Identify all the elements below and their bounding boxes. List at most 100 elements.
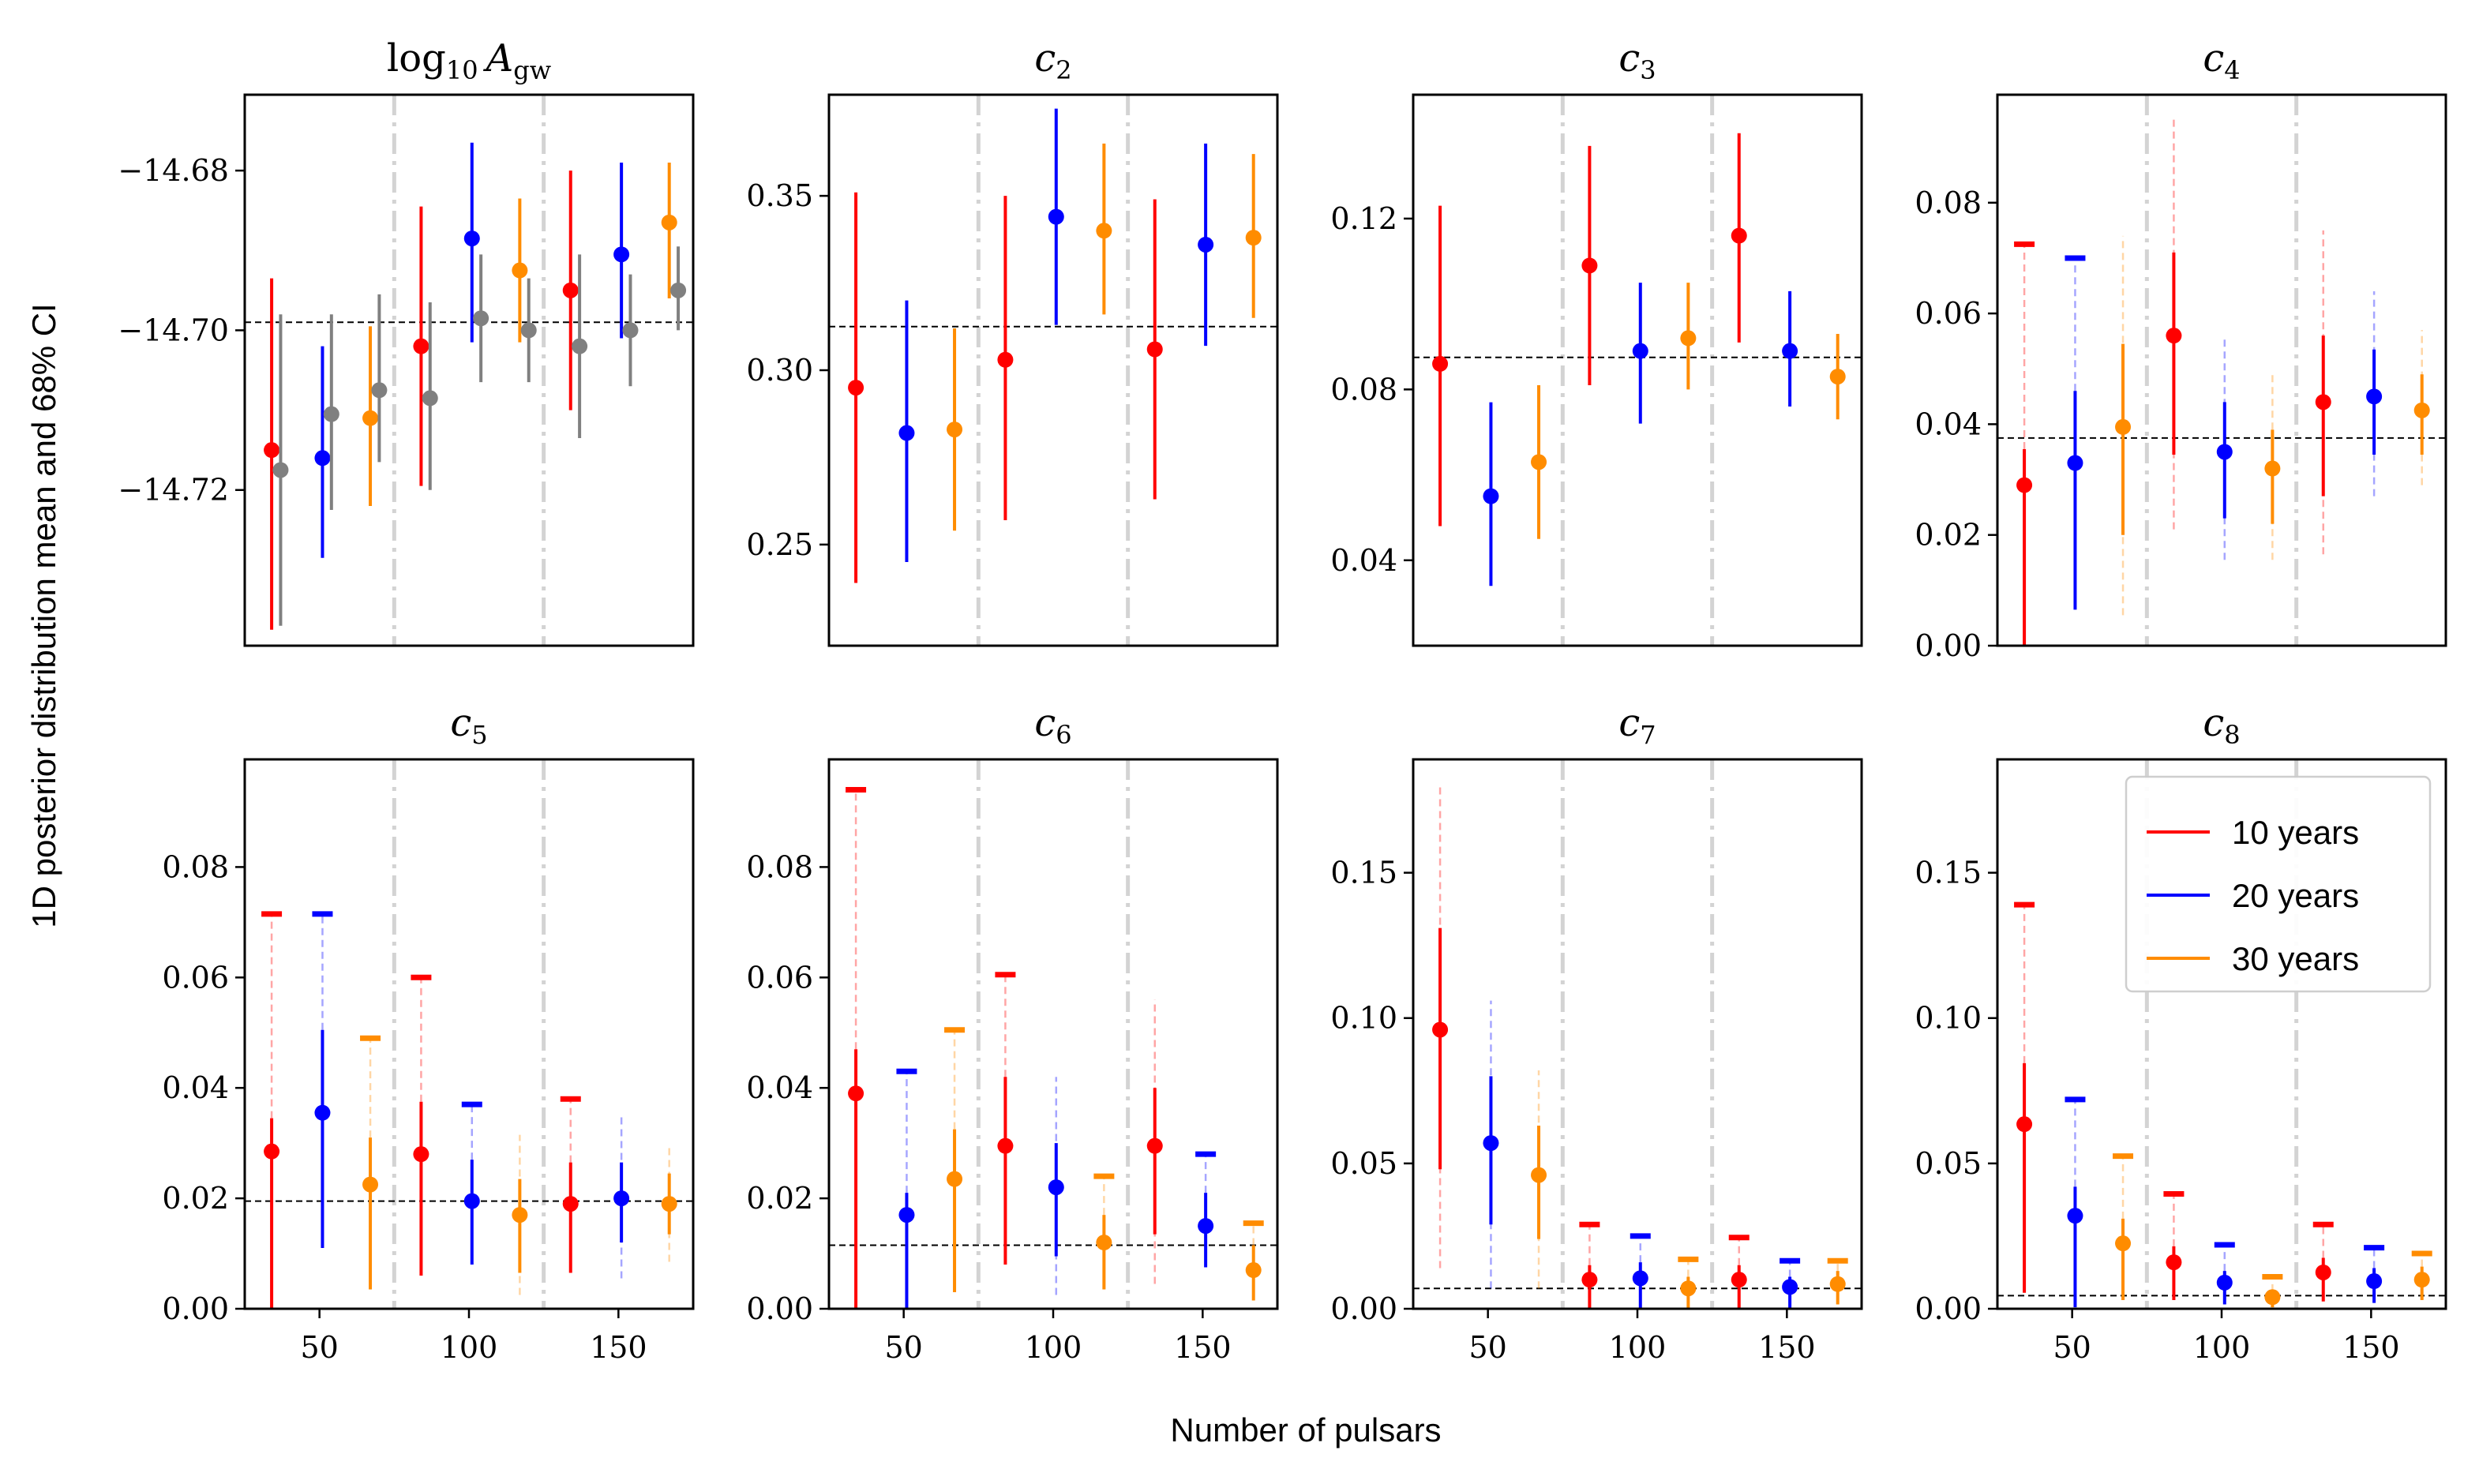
- data-point: [898, 425, 915, 441]
- data-point-group: [2364, 1245, 2385, 1303]
- data-point-group: [463, 142, 480, 343]
- data-point-group: [2065, 1096, 2086, 1308]
- panel-log10_Agw: −14.72 −14.70 −14.68 log10 Agw: [118, 36, 695, 647]
- data-point-group: [560, 1096, 581, 1273]
- y-tick-label: 0.08: [746, 849, 813, 884]
- y-tick-label: 0.08: [1330, 372, 1397, 407]
- data-point-group: [1432, 205, 1449, 527]
- title-symbol: c: [450, 701, 471, 745]
- plot-area: [1413, 759, 1862, 1309]
- data-point-group: [1827, 1257, 1848, 1305]
- data-point-group: [997, 196, 1014, 520]
- data-point-group: [1245, 154, 1262, 318]
- x-tick-label: 100: [1609, 1330, 1667, 1365]
- panel-c7: 0.00 0.05 0.10 0.15 50 100 150 c7: [1330, 701, 1863, 1365]
- panel-title: c7: [1618, 701, 1656, 750]
- data-point: [2216, 444, 2233, 460]
- data-point-group: [947, 328, 963, 531]
- data-point: [848, 1085, 864, 1102]
- data-point-group: [2113, 1153, 2134, 1300]
- y-tick-label: 0.05: [1915, 1146, 1982, 1181]
- data-point: [622, 322, 639, 339]
- data-point-group: [512, 198, 528, 343]
- data-point: [1680, 1280, 1697, 1297]
- y-tick-label: 0.15: [1330, 856, 1397, 890]
- panel-c3: 0.04 0.08 0.12 c3: [1330, 36, 1863, 647]
- data-point: [1731, 227, 1747, 244]
- panel-title: c2: [1034, 36, 1071, 85]
- title-subscript: 5: [471, 720, 487, 750]
- data-point: [1245, 230, 1262, 246]
- panel-c8: 0.00 0.05 0.10 0.15 50 100 150 c8 10 years 20 yea…: [1915, 701, 2447, 1365]
- data-point-group: [520, 278, 537, 383]
- data-point: [520, 322, 537, 339]
- y-axis-label: 1D posterior distribution mean and 68% C…: [25, 303, 62, 928]
- data-point: [562, 1196, 579, 1212]
- y-tick-label: 0.35: [746, 178, 813, 213]
- data-point: [2366, 388, 2383, 405]
- data-point-group: [1780, 1257, 1801, 1309]
- data-point-group: [1146, 199, 1163, 500]
- data-point-group: [613, 1115, 630, 1279]
- data-point: [1632, 1270, 1648, 1287]
- x-tick-label: 150: [590, 1330, 647, 1365]
- data-point: [1048, 208, 1064, 225]
- data-point-group: [661, 162, 677, 298]
- data-point: [413, 338, 429, 354]
- data-point: [572, 338, 588, 354]
- panel-title: c5: [450, 701, 487, 750]
- x-tick-label: 100: [2193, 1330, 2251, 1365]
- y-tick-label: 0.04: [162, 1070, 229, 1105]
- panel-frame: [243, 93, 695, 647]
- y-tick-label: 0.00: [1915, 628, 1982, 663]
- data-point: [1829, 369, 1846, 385]
- title-symbol: c: [1618, 36, 1640, 81]
- data-point: [2216, 1274, 2233, 1291]
- data-point: [422, 390, 438, 407]
- panel-c2: 0.25 0.30 0.35 c2: [746, 36, 1279, 647]
- y-tick-label: 0.04: [746, 1070, 813, 1105]
- x-tick-label: 150: [1174, 1330, 1232, 1365]
- y-tick-label: −14.70: [118, 313, 229, 347]
- data-point: [2115, 1235, 2132, 1252]
- x-tick-label: 150: [1758, 1330, 1816, 1365]
- title-subscript: 8: [2224, 720, 2240, 750]
- title-subscript: 4: [2224, 55, 2240, 85]
- data-point-group: [1483, 402, 1499, 586]
- y-tick-label: −14.72: [118, 473, 229, 508]
- data-point-group: [896, 1068, 917, 1309]
- y-tick-label: 0.04: [1915, 407, 1982, 441]
- data-point-group: [670, 246, 687, 331]
- data-point-group: [413, 206, 429, 486]
- data-point-group: [2262, 1273, 2283, 1308]
- data-point-group: [360, 1035, 381, 1290]
- title-log: log: [387, 36, 446, 81]
- data-point-group: [1483, 1000, 1499, 1289]
- data-point: [613, 246, 630, 263]
- data-point-group: [272, 314, 289, 626]
- x-axis-label: Number of pulsars: [1170, 1411, 1441, 1448]
- data-point: [670, 282, 687, 298]
- data-point: [463, 230, 480, 247]
- data-point-group: [1632, 283, 1648, 424]
- data-point-group: [1195, 1151, 1217, 1268]
- data-point: [463, 1193, 480, 1209]
- data-point-group: [1782, 290, 1798, 407]
- data-point: [1782, 343, 1798, 359]
- data-point: [947, 1171, 963, 1187]
- data-point-group: [1048, 1077, 1064, 1295]
- data-point-group: [1531, 1070, 1547, 1289]
- y-tick-label: 0.00: [1330, 1291, 1397, 1326]
- data-point-group: [2166, 119, 2182, 530]
- panel-c4: 0.00 0.02 0.04 0.06 0.08 c4: [1915, 36, 2447, 663]
- data-point: [2166, 1254, 2182, 1271]
- data-point-group: [1146, 999, 1163, 1284]
- data-point-group: [1728, 1235, 1750, 1309]
- legend-entry-label: 20 years: [2232, 877, 2359, 914]
- data-point-group: [2214, 1242, 2235, 1305]
- data-point-group: [2315, 230, 2331, 555]
- data-point-group: [1048, 108, 1064, 325]
- data-point: [2366, 1273, 2383, 1290]
